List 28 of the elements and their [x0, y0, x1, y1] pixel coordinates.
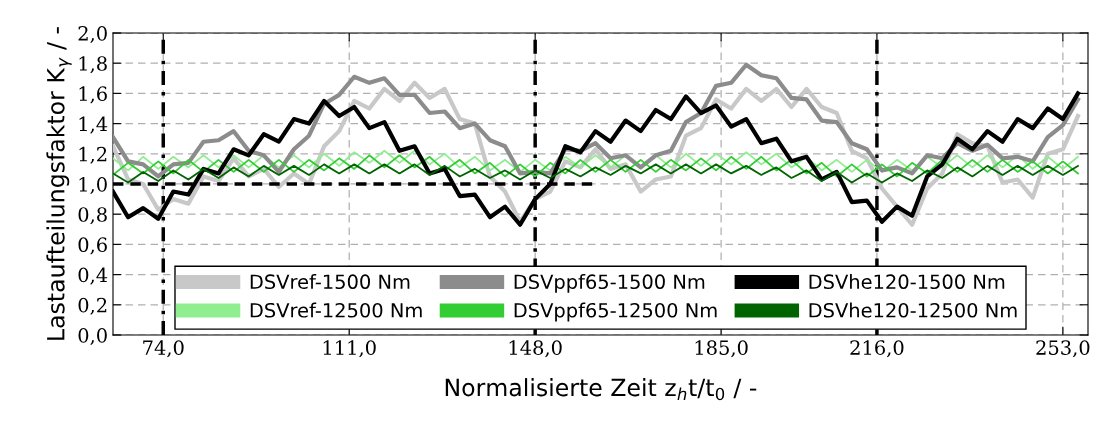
legend-label: DSVhe120-1500 Nm — [809, 274, 1005, 290]
y-tick-label: 0,2 — [78, 297, 107, 315]
x-tick-label: 148,0 — [509, 340, 562, 358]
y-tick-label: 1,2 — [79, 146, 107, 164]
x-tick-label: 74,0 — [143, 340, 184, 358]
y-tick-label: 0,0 — [78, 327, 107, 346]
y-tick-label: 0,4 — [78, 267, 108, 285]
y-tick-label: 1,6 — [79, 86, 107, 104]
legend-label: DSVref-12500 Nm — [250, 302, 422, 318]
legend-label: DSVppf65-12500 Nm — [514, 302, 717, 322]
legend-label: DSVref-1500 Nm — [250, 274, 410, 290]
y-tick-label: 1,8 — [79, 56, 107, 74]
x-axis-title: Normalisierte Zeit z$_{h}$t/t$_{0}$ / - — [445, 378, 757, 401]
line-series — [113, 62, 1081, 179]
y-tick-label: 1,0 — [79, 176, 107, 195]
y-tick-label: 1,4 — [79, 116, 108, 134]
line-series — [113, 154, 1079, 178]
line-series — [113, 163, 1079, 184]
y-tick-label: 2,0 — [78, 25, 107, 44]
y-axis-title: Lastaufteilungsfaktor K$_{γ}$ / - — [46, 27, 72, 340]
x-tick-label: 111,0 — [323, 340, 376, 358]
y-tick-label: 0,6 — [78, 237, 107, 255]
legend-label: DSVhe120-12500 Nm — [809, 302, 1017, 318]
y-tick-label: 0,8 — [78, 207, 107, 225]
legend-label: DSVppf65-1500 Nm — [514, 274, 705, 293]
x-tick-label: 216,0 — [850, 340, 904, 358]
x-tick-label: 253,0 — [1036, 340, 1090, 358]
x-tick-label: 185,0 — [695, 340, 748, 358]
